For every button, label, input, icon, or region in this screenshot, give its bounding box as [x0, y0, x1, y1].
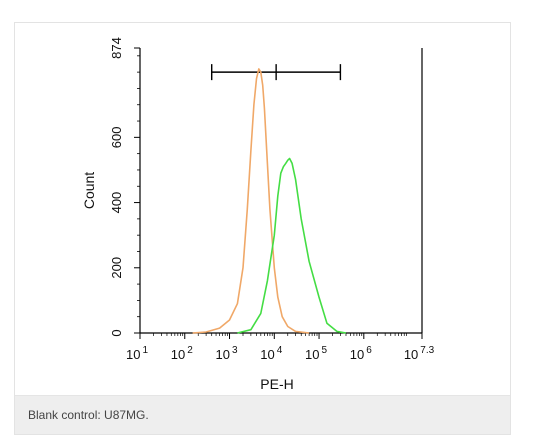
caption-bar: Blank control: U87MG. [15, 395, 510, 434]
caption-text: Blank control: U87MG. [28, 408, 149, 422]
histogram-series-1 [192, 68, 310, 334]
x-tick-label: 10 5 [305, 345, 327, 362]
x-tick-label: 10 7.3 [404, 345, 435, 362]
histogram-series-2 [237, 157, 347, 334]
x-tick-label: 10 6 [350, 345, 372, 362]
x-tick-label: 10 2 [171, 345, 193, 362]
x-tick-label: 10 3 [216, 345, 238, 362]
y-tick-label: 0 [109, 329, 124, 336]
y-tick-label: 200 [109, 257, 124, 279]
x-tick-label: 10 4 [260, 345, 282, 362]
x-axis-title: PE-H [260, 376, 293, 390]
y-axis-title: Count [81, 172, 97, 209]
axis-labels: 0 200 400 600 874 10 1 10 2 10 3 10 4 10 5 10 6 10 7.3 Coun… [81, 37, 435, 392]
y-tick-label: 600 [109, 126, 124, 148]
gate-marker [211, 64, 342, 81]
y-tick-label: 400 [109, 192, 124, 214]
chart-svg: 0 200 400 600 874 10 1 10 2 10 3 10 4 10 5 10 6 10 7.3 Coun… [81, 37, 435, 392]
series-group [192, 68, 347, 334]
histogram-figure: 0 200 400 600 874 10 1 10 2 10 3 10 4 10 5 10 6 10 7.3 Coun… [78, 30, 447, 392]
y-tick-label: 874 [109, 37, 124, 59]
axes [134, 47, 423, 339]
x-tick-label: 10 1 [126, 345, 148, 362]
